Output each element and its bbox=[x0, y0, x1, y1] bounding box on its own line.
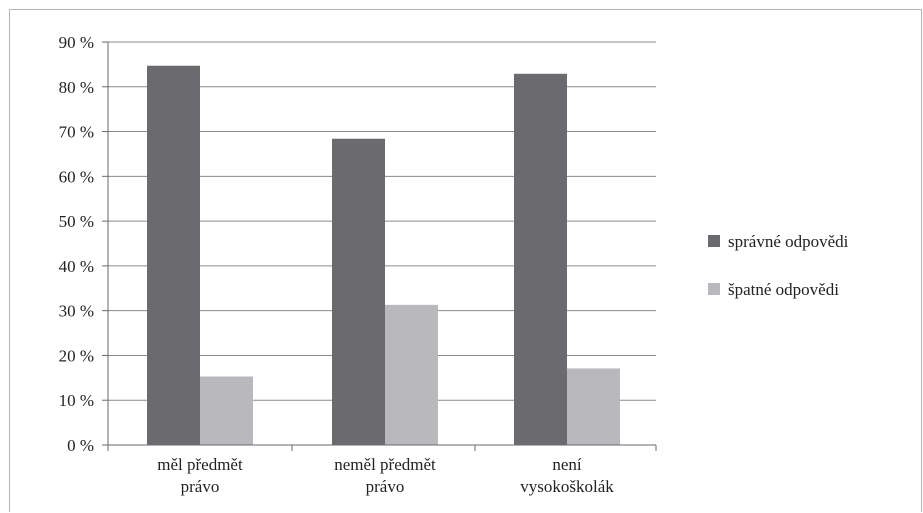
y-tick-label: 10 % bbox=[59, 391, 94, 410]
x-category-label-line: neměl předmět bbox=[334, 455, 436, 474]
y-tick-label: 50 % bbox=[59, 212, 94, 231]
y-tick-label: 40 % bbox=[59, 257, 94, 276]
y-tick-label: 20 % bbox=[59, 346, 94, 365]
x-category-label-line: vysokoškolák bbox=[520, 477, 614, 496]
legend-swatch-spravne bbox=[708, 235, 720, 247]
legend: správné odpovědi špatné odpovědi bbox=[708, 232, 849, 299]
y-axis-tick-labels: 0 % 10 % 20 % 30 % 40 % 50 % 60 % 70 % 80 % 90 % bbox=[59, 33, 94, 455]
bars bbox=[147, 65, 620, 445]
axes bbox=[102, 41, 657, 451]
x-category-label-line: není bbox=[552, 455, 582, 474]
legend-swatch-spatne bbox=[708, 283, 720, 295]
x-category-label-line: právo bbox=[366, 477, 405, 496]
bar-spatne-odpovedi bbox=[567, 368, 620, 445]
x-category-label: není vysokoškolák bbox=[520, 455, 614, 496]
x-category-label-line: měl předmět bbox=[157, 455, 243, 474]
bar-spravne-odpovedi bbox=[332, 138, 385, 445]
x-axis-category-labels: měl předmět právo neměl předmět právo není vy… bbox=[157, 455, 614, 496]
legend-label-spravne: správné odpovědi bbox=[728, 232, 849, 251]
y-tick-label: 60 % bbox=[59, 167, 94, 186]
bar-spravne-odpovedi bbox=[147, 65, 200, 445]
bar-spravne-odpovedi bbox=[514, 73, 567, 445]
y-tick-label: 30 % bbox=[59, 302, 94, 321]
x-category-label: měl předmět právo bbox=[157, 455, 243, 496]
y-tick-label: 90 % bbox=[59, 33, 94, 52]
x-category-label: neměl předmět právo bbox=[334, 455, 436, 496]
x-category-label-line: právo bbox=[181, 477, 220, 496]
y-tick-label: 0 % bbox=[67, 436, 94, 455]
legend-label-spatne: špatné odpovědi bbox=[728, 280, 839, 299]
y-tick-label: 80 % bbox=[59, 78, 94, 97]
y-tick-label: 70 % bbox=[59, 123, 94, 142]
bar-spatne-odpovedi bbox=[200, 376, 253, 445]
bar-spatne-odpovedi bbox=[385, 304, 438, 445]
